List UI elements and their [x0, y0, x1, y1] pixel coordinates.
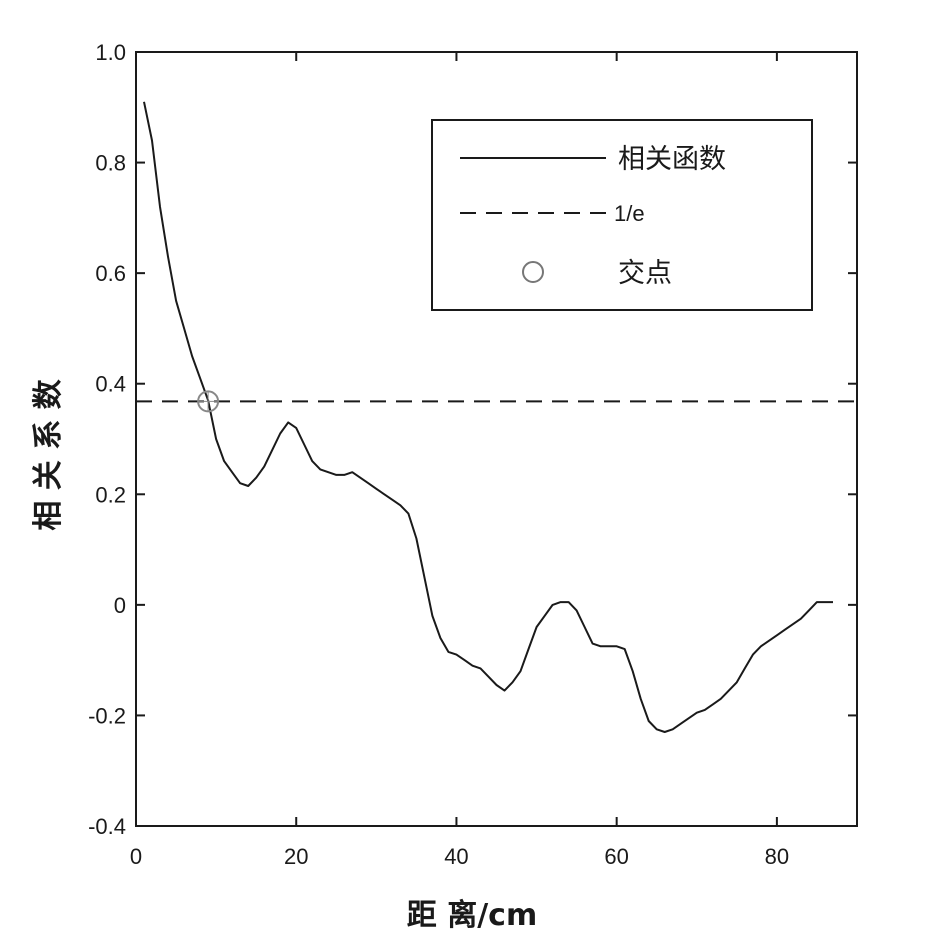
y-tick-label: 1.0 — [95, 40, 126, 65]
y-tick-label: 0.2 — [95, 482, 126, 507]
legend-circle-marker-sample — [522, 261, 544, 283]
x-tick-label: 60 — [604, 844, 628, 869]
plot-frame — [135, 51, 858, 827]
x-tick-label: 80 — [765, 844, 789, 869]
y-tick-label: 0.6 — [95, 261, 126, 286]
x-tick-label: 20 — [284, 844, 308, 869]
legend-label-inverse-e: 1/e — [614, 201, 645, 226]
correlation-function-line — [143, 101, 833, 733]
x-tick-label: 0 — [130, 844, 142, 869]
y-axis-title: 相 关 系 数 — [31, 378, 66, 530]
y-tick-label: -0.4 — [88, 814, 126, 839]
y-tick-label: -0.2 — [88, 703, 126, 728]
y-tick-label: 0 — [114, 593, 126, 618]
legend: 相关函数 1/e 交点 — [431, 119, 813, 311]
y-tick-label: 0.4 — [95, 372, 126, 397]
legend-box — [431, 119, 813, 311]
legend-label-intersection: 交点 — [618, 258, 672, 289]
y-axis-ticks: -0.4 -0.2 0 0.2 0.4 0.6 0.8 1.0 — [88, 40, 857, 839]
legend-label-correlation: 相关函数 — [618, 144, 726, 175]
y-tick-label: 0.8 — [95, 151, 126, 176]
x-axis-title: 距 离/cm — [407, 898, 537, 933]
x-axis-ticks: 0 20 40 60 80 — [130, 52, 789, 869]
x-tick-label: 40 — [444, 844, 468, 869]
series-layer — [136, 101, 857, 733]
